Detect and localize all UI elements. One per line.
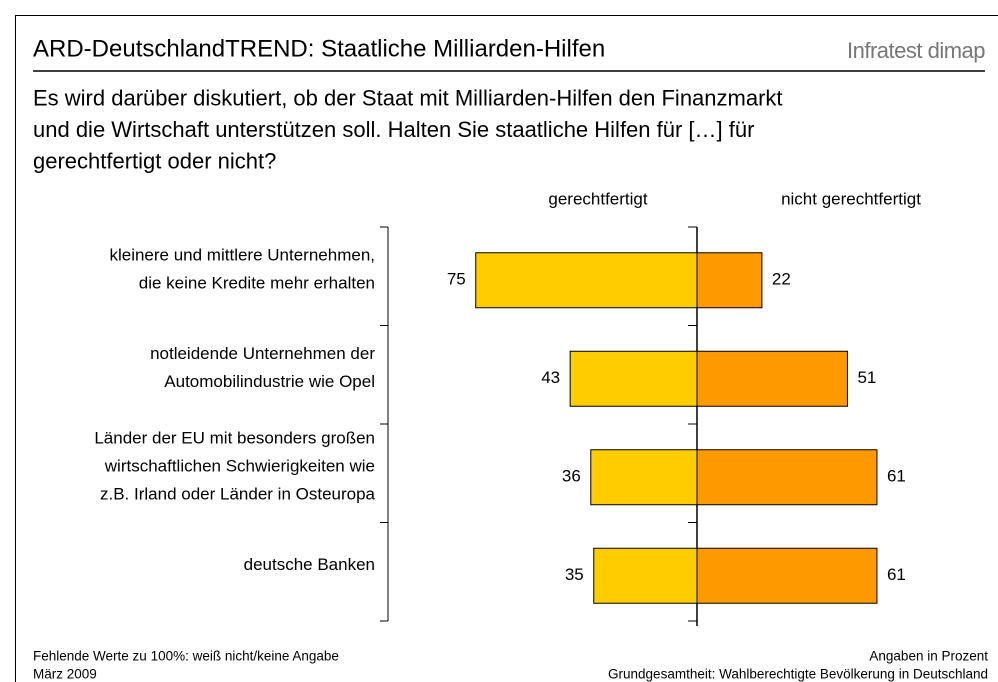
bar xyxy=(593,547,698,604)
bar xyxy=(590,449,698,506)
category-label: notleidende Unternehmen der Automobilindu… xyxy=(150,344,375,391)
footnote: Grundgesamtheit: Wahlberechtigte Bevölke… xyxy=(608,667,988,682)
value-label: 51 xyxy=(857,368,876,387)
value-label: 43 xyxy=(541,368,560,387)
bar xyxy=(696,252,763,309)
subtitle: Es wird darüber diskutiert, ob der Staat… xyxy=(33,85,783,173)
bar xyxy=(696,449,878,506)
chart-title: ARD-DeutschlandTREND: Staatliche Milliar… xyxy=(33,35,605,62)
value-label: 36 xyxy=(562,467,581,486)
bar xyxy=(475,252,698,309)
footnote: Angaben in Prozent xyxy=(869,649,988,664)
category-label: deutsche Banken xyxy=(244,555,375,574)
category-label: kleinere und mittlere Unternehmen, die ke… xyxy=(109,246,375,293)
bar xyxy=(569,350,698,407)
value-label: 61 xyxy=(887,467,906,486)
value-label: 35 xyxy=(565,565,584,584)
legend-label: gerechtfertigt xyxy=(548,189,647,208)
legend-label: nicht gerechtfertigt xyxy=(781,189,921,208)
footnote: März 2009 xyxy=(33,667,97,682)
bar xyxy=(696,350,848,407)
category-label: Länder der EU mit besonders großen wirtsc… xyxy=(94,429,375,504)
footnote: Fehlende Werte zu 100%: weiß nicht/keine… xyxy=(33,649,339,664)
bar xyxy=(696,547,878,604)
source: Infratest dimap xyxy=(847,38,985,63)
frame xyxy=(15,15,998,682)
value-label: 75 xyxy=(447,270,466,289)
value-label: 22 xyxy=(772,270,791,289)
value-label: 61 xyxy=(887,565,906,584)
